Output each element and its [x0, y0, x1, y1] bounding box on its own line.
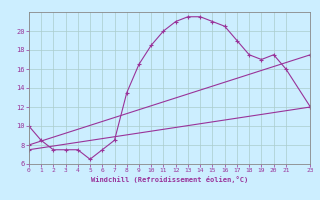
X-axis label: Windchill (Refroidissement éolien,°C): Windchill (Refroidissement éolien,°C) [91, 176, 248, 183]
